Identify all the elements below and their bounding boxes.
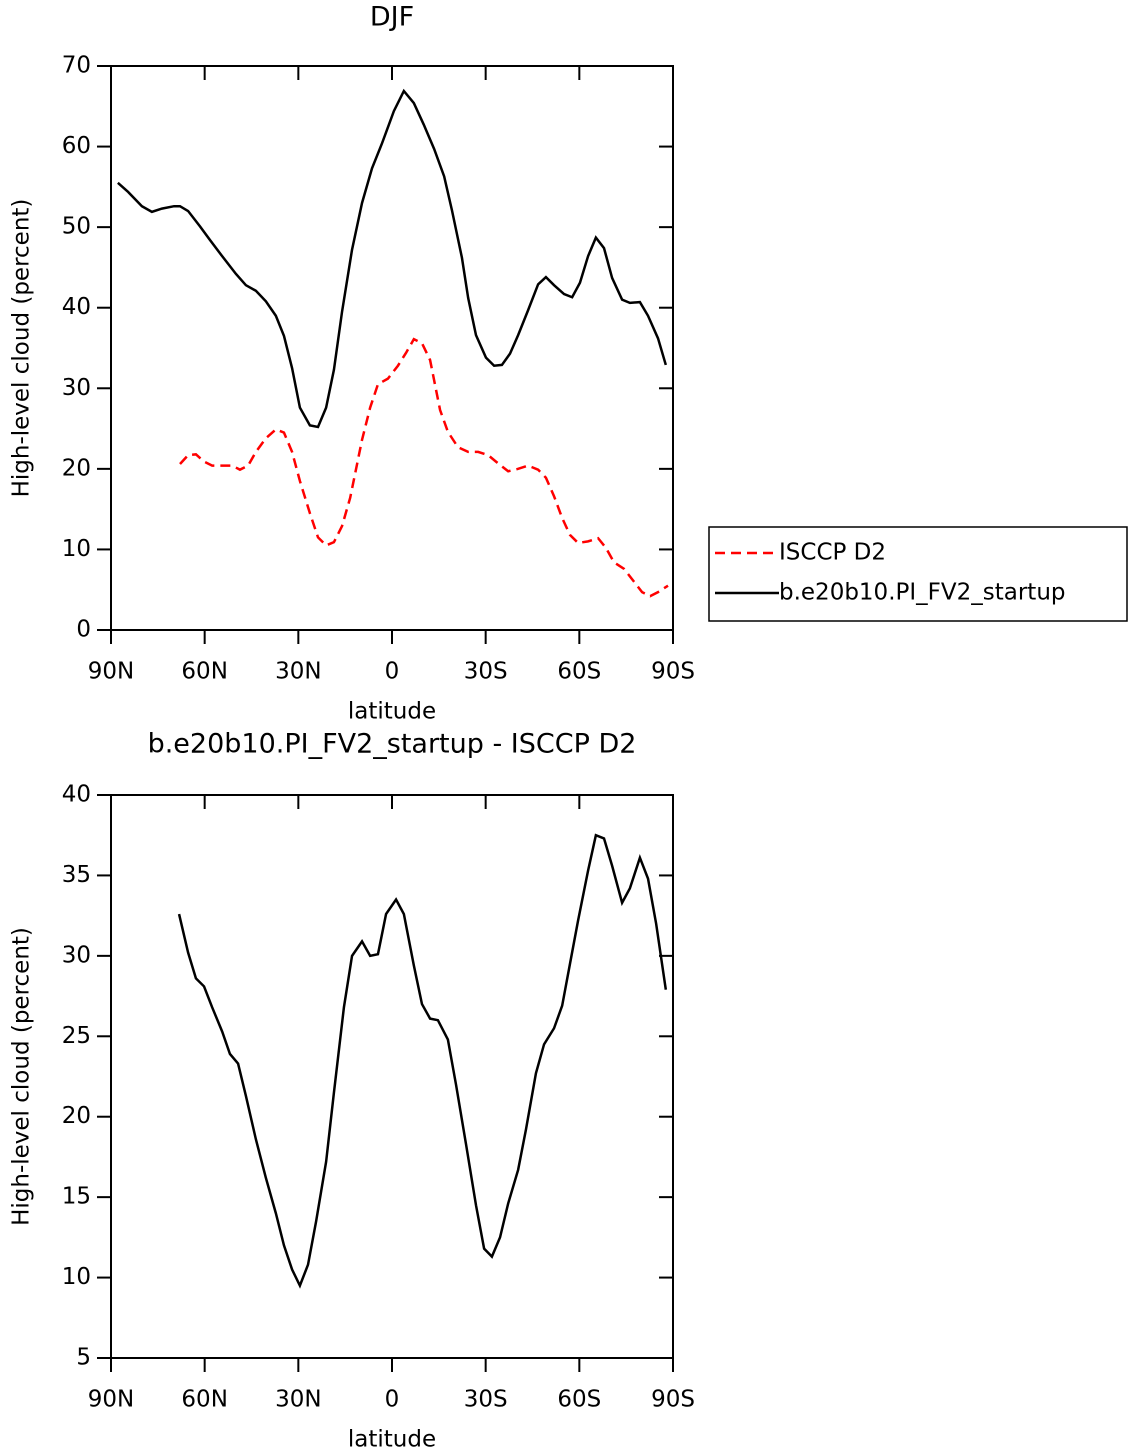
- x-tick-label: 60S: [557, 659, 601, 685]
- x-tick-label: 30S: [464, 1387, 508, 1413]
- x-tick-label: 0: [385, 1387, 400, 1413]
- y-tick-label: 10: [62, 1264, 91, 1290]
- legend-label: ISCCP D2: [779, 540, 886, 566]
- y-tick-label: 0: [76, 617, 91, 643]
- series-line: [117, 88, 668, 429]
- y-tick-label: 40: [62, 294, 91, 320]
- y-tick-label: 20: [62, 1103, 91, 1129]
- y-tick-label: 10: [62, 536, 91, 562]
- x-tick-label: 30S: [464, 659, 508, 685]
- y-tick-label: 50: [62, 214, 91, 240]
- y-tick-label: 20: [62, 455, 91, 481]
- legend-label: b.e20b10.PI_FV2_startup: [779, 580, 1066, 606]
- series-line: [177, 833, 668, 1289]
- x-tick-label: 60N: [181, 1387, 227, 1413]
- y-tick-label: 40: [62, 782, 91, 808]
- plot-frame: [110, 794, 674, 1359]
- y-tick-label: 70: [62, 53, 91, 79]
- chart-title: b.e20b10.PI_FV2_startup - ISCCP D2: [148, 729, 637, 760]
- chart-title: DJF: [370, 2, 414, 33]
- y-axis-label: High-level cloud (percent): [9, 199, 35, 498]
- x-tick-label: 90N: [88, 659, 134, 685]
- x-tick-label: 0: [385, 659, 400, 685]
- x-tick-label: 90S: [651, 1387, 695, 1413]
- x-tick-label: 30N: [275, 659, 321, 685]
- plot-frame: [110, 65, 674, 631]
- x-axis-label: latitude: [348, 1427, 436, 1453]
- y-tick-label: 5: [76, 1345, 91, 1371]
- y-tick-label: 25: [62, 1023, 91, 1049]
- y-tick-label: 30: [62, 942, 91, 968]
- x-tick-label: 60S: [557, 1387, 601, 1413]
- y-axis-label: High-level cloud (percent): [9, 927, 35, 1226]
- y-tick-label: 30: [62, 375, 91, 401]
- y-tick-label: 60: [62, 133, 91, 159]
- y-tick-label: 35: [62, 862, 91, 888]
- x-tick-label: 90S: [651, 659, 695, 685]
- x-tick-label: 30N: [275, 1387, 321, 1413]
- x-tick-label: 60N: [181, 659, 227, 685]
- series-line: [179, 337, 669, 598]
- x-tick-label: 90N: [88, 1387, 134, 1413]
- y-tick-label: 15: [62, 1184, 91, 1210]
- x-axis-label: latitude: [348, 699, 436, 725]
- legend-box: [708, 526, 1128, 622]
